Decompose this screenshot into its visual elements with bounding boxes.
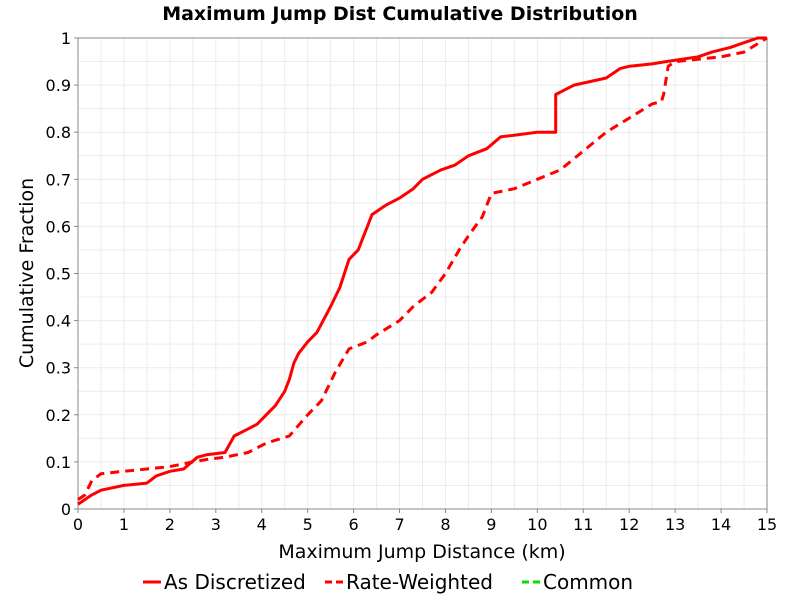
y-tick-label: 1 — [61, 29, 71, 48]
legend: As Discretized Rate-Weighted Common — [143, 570, 633, 594]
x-tick-label: 6 — [349, 515, 359, 534]
x-tick-label: 1 — [119, 515, 129, 534]
x-tick-label: 13 — [665, 515, 685, 534]
x-tick-label: 2 — [165, 515, 175, 534]
chart-title: Maximum Jump Dist Cumulative Distributio… — [162, 3, 638, 25]
y-tick-label: 0.5 — [46, 265, 71, 284]
x-axis-ticks: 0 1 2 3 4 5 6 7 8 9 10 11 12 13 14 15 — [73, 509, 777, 534]
legend-label: Rate-Weighted — [346, 570, 493, 594]
y-tick-label: 0.2 — [46, 406, 71, 425]
series-line-as-discretized — [77, 36, 767, 506]
x-tick-label: 10 — [527, 515, 547, 534]
x-tick-label: 5 — [303, 515, 313, 534]
y-tick-label: 0.8 — [46, 123, 71, 142]
x-tick-label: 14 — [711, 515, 731, 534]
x-tick-label: 9 — [486, 515, 496, 534]
x-tick-label: 4 — [257, 515, 267, 534]
y-tick-label: 0 — [61, 500, 71, 519]
x-tick-label: 8 — [440, 515, 450, 534]
x-axis-label: Maximum Jump Distance (km) — [278, 541, 565, 563]
x-tick-label: 12 — [619, 515, 639, 534]
y-tick-label: 0.9 — [46, 76, 71, 95]
x-tick-label: 11 — [573, 515, 593, 534]
x-tick-label: 3 — [211, 515, 221, 534]
y-tick-label: 0.1 — [46, 453, 71, 472]
series-layer — [77, 36, 768, 506]
y-tick-label: 0.6 — [46, 217, 71, 236]
legend-label: Common — [543, 570, 633, 594]
y-tick-label: 0.3 — [46, 359, 71, 378]
legend-label: As Discretized — [164, 570, 306, 594]
y-axis-ticks: 0 0.1 0.2 0.3 0.4 0.5 0.6 0.7 0.8 0.9 1 — [46, 29, 78, 519]
y-tick-label: 0.4 — [46, 312, 71, 331]
x-tick-label: 15 — [757, 515, 777, 534]
x-tick-label: 0 — [73, 515, 83, 534]
grid — [77, 37, 768, 510]
x-tick-label: 7 — [394, 515, 404, 534]
y-tick-label: 0.7 — [46, 170, 71, 189]
series-line-rate-weighted — [77, 36, 768, 501]
y-axis-label: Cumulative Fraction — [16, 178, 38, 368]
